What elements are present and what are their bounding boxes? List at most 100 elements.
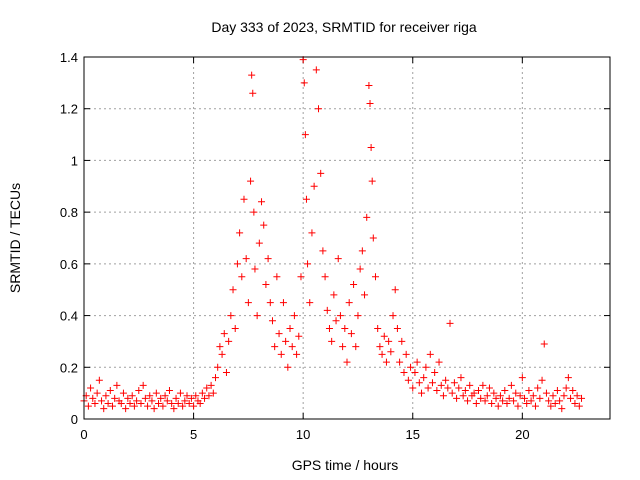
- data-point: [179, 402, 187, 410]
- data-point: [418, 389, 426, 397]
- data-point: [144, 402, 152, 410]
- data-point: [461, 387, 469, 395]
- data-point: [540, 340, 548, 348]
- data-point: [356, 265, 364, 273]
- x-tick-label: 10: [296, 427, 310, 442]
- data-point: [233, 260, 241, 268]
- data-point: [113, 381, 121, 389]
- data-point: [382, 358, 390, 366]
- data-point: [244, 299, 252, 307]
- data-point: [89, 394, 97, 402]
- data-point: [345, 299, 353, 307]
- data-point: [152, 389, 160, 397]
- data-point: [181, 397, 189, 405]
- data-point: [521, 394, 529, 402]
- data-point: [424, 384, 432, 392]
- data-point: [214, 363, 222, 371]
- data-point: [549, 392, 557, 400]
- data-point: [108, 402, 116, 410]
- data-point: [339, 343, 347, 351]
- data-point: [393, 325, 401, 332]
- data-point: [378, 350, 386, 358]
- data-point: [159, 402, 167, 410]
- data-points: [80, 56, 586, 413]
- axis-ticks: 0 0.2 0.4 0.6 0.8 1 1.2 1.4 0 5 10 15 20: [60, 50, 610, 442]
- data-point: [402, 350, 410, 358]
- data-point: [553, 387, 561, 395]
- data-point: [201, 394, 209, 402]
- data-point: [249, 89, 257, 97]
- y-tick-label: 1.2: [60, 102, 78, 117]
- data-point: [165, 387, 173, 395]
- data-point: [450, 379, 458, 387]
- data-point: [260, 221, 268, 229]
- data-point: [341, 325, 349, 332]
- data-point: [496, 392, 504, 400]
- data-point: [361, 291, 369, 299]
- data-point: [396, 358, 404, 366]
- data-point: [207, 381, 215, 389]
- data-point: [488, 399, 496, 407]
- data-point: [479, 381, 487, 389]
- data-point: [435, 358, 443, 366]
- data-point: [558, 405, 566, 413]
- data-point: [433, 387, 441, 395]
- data-point: [268, 317, 276, 325]
- data-point: [137, 399, 145, 407]
- data-point: [119, 389, 127, 397]
- data-point: [437, 381, 445, 389]
- data-point: [323, 306, 331, 314]
- data-point: [172, 394, 180, 402]
- data-point: [485, 384, 493, 392]
- data-point: [492, 394, 500, 402]
- data-point: [369, 234, 377, 242]
- y-tick-label: 0.4: [60, 309, 78, 324]
- data-point: [571, 399, 579, 407]
- data-point: [288, 343, 296, 351]
- data-point: [130, 402, 138, 410]
- data-point: [428, 379, 436, 387]
- data-point: [264, 255, 272, 263]
- chart-title: Day 333 of 2023, SRMTID for receiver rig…: [211, 19, 477, 35]
- data-point: [275, 330, 283, 338]
- data-point: [282, 337, 290, 345]
- data-point: [117, 399, 125, 407]
- data-point: [279, 299, 287, 307]
- data-point: [411, 368, 419, 376]
- data-point: [196, 399, 204, 407]
- data-point: [273, 273, 281, 281]
- data-point: [374, 325, 382, 332]
- data-point: [578, 394, 586, 402]
- data-point: [332, 317, 340, 325]
- data-point: [446, 319, 454, 327]
- data-point: [258, 198, 266, 206]
- data-point: [330, 291, 338, 299]
- data-point: [538, 376, 546, 384]
- data-point: [426, 350, 434, 358]
- data-point: [413, 358, 421, 366]
- data-point: [366, 100, 374, 108]
- data-point: [319, 247, 327, 255]
- data-point: [551, 399, 559, 407]
- y-tick-label: 1.4: [60, 50, 78, 65]
- data-point: [308, 229, 316, 237]
- y-tick-label: 0: [71, 412, 78, 427]
- data-point: [510, 397, 518, 405]
- data-point: [93, 389, 101, 397]
- data-point: [157, 394, 165, 402]
- data-point: [174, 399, 182, 407]
- data-point: [404, 376, 412, 384]
- data-point: [290, 312, 298, 320]
- data-point: [448, 389, 456, 397]
- data-point: [218, 350, 226, 358]
- data-point: [135, 387, 143, 395]
- data-point: [317, 169, 325, 177]
- data-point: [295, 332, 303, 340]
- data-point: [453, 394, 461, 402]
- data-point: [472, 399, 480, 407]
- data-point: [567, 394, 575, 402]
- data-point: [459, 392, 467, 400]
- data-point: [122, 405, 130, 413]
- data-point: [442, 376, 450, 384]
- data-point: [464, 397, 472, 405]
